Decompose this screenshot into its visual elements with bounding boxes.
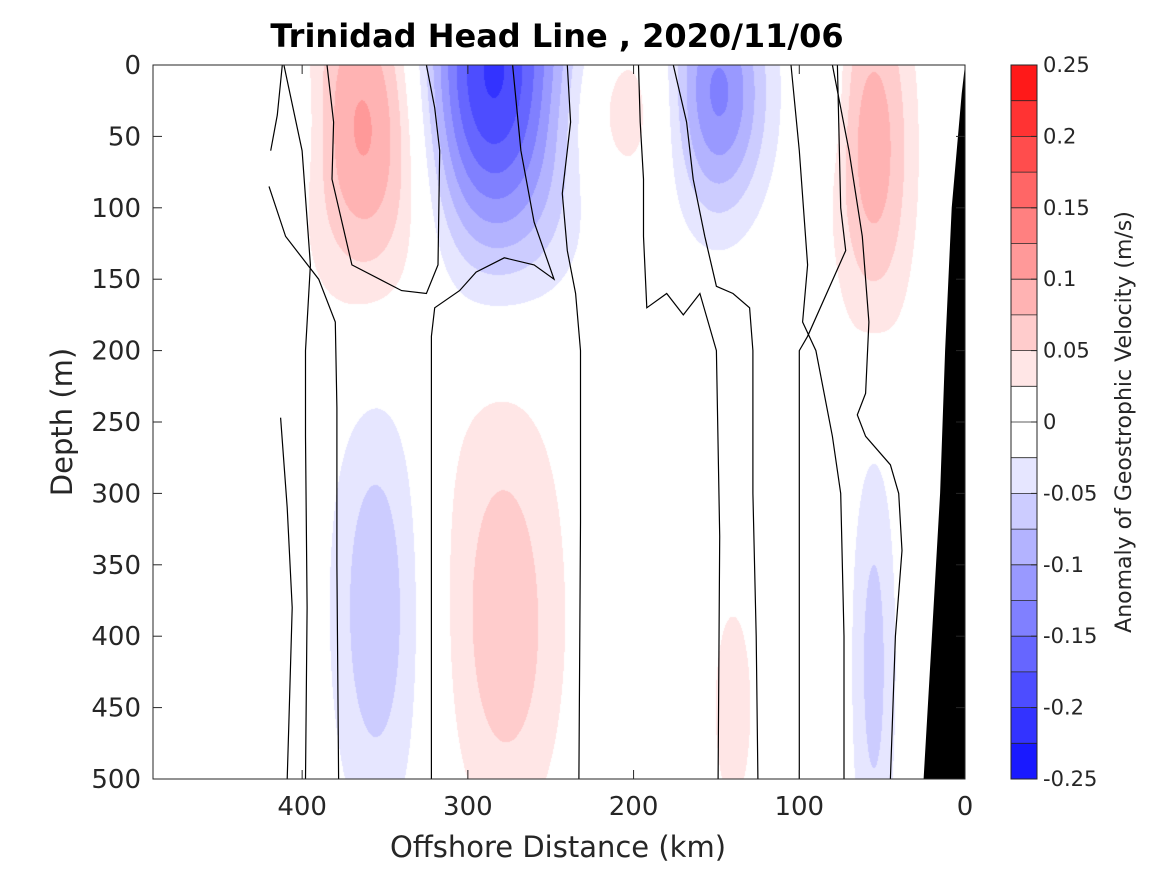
x-tick-label: 0: [957, 792, 974, 822]
colorbar-swatch: [1011, 707, 1037, 744]
colorbar-swatch: [1011, 457, 1037, 494]
y-tick-label: 200: [91, 337, 141, 367]
y-tick-label: 0: [124, 51, 141, 81]
colorbar-tick-label: 0.1: [1043, 267, 1076, 291]
zero-contour-line: [561, 64, 582, 780]
colorbar-swatch: [1011, 136, 1037, 173]
colorbar-tick-label: 0.2: [1043, 124, 1076, 148]
zero-contour-line: [326, 64, 441, 295]
colorbar-swatch: [1011, 422, 1037, 459]
y-tick-label: 500: [91, 765, 141, 795]
y-tick-label: 100: [91, 194, 141, 224]
zero-contour-line: [637, 64, 721, 780]
colorbar-swatch: [1011, 636, 1037, 673]
colorbar-swatch: [1011, 600, 1037, 637]
colorbar-swatch: [1011, 65, 1037, 102]
colorbar-swatch: [1011, 172, 1037, 209]
seafloor-land-mask: [923, 65, 965, 779]
plot-area: [152, 64, 966, 780]
x-tick-label: 400: [277, 792, 327, 822]
x-axis-ticks: 400 300 200 100 0: [277, 65, 973, 822]
colorbar-swatch: [1011, 529, 1037, 566]
y-axis-label: Depth (m): [45, 348, 79, 496]
y-tick-label: 350: [91, 551, 141, 581]
zero-contour-line: [430, 64, 556, 779]
colorbar-swatch: [1011, 314, 1037, 352]
colorbar: 0.25 0.2 0.15 0.1 0.05 0 -0.05 -0.1 -0.15 -0.2 -0.…: [1010, 53, 1097, 791]
zero-contour-line: [270, 64, 283, 151]
colorbar-swatch: [1011, 743, 1037, 780]
colorbar-swatch: [1011, 207, 1037, 244]
colorbar-swatch: [1011, 564, 1037, 601]
x-tick-label: 100: [774, 792, 824, 822]
colorbar-tick-label: -0.15: [1043, 624, 1097, 648]
zero-contour-line: [798, 64, 847, 779]
colorbar-swatch: [1011, 671, 1037, 709]
colorbar-swatch: [1011, 243, 1037, 280]
zero-contour-line: [790, 64, 845, 779]
colorbar-tick-label: -0.05: [1043, 481, 1097, 505]
x-axis-label: Offshore Distance (km): [390, 830, 726, 864]
colorbar-swatch: [1011, 100, 1037, 137]
y-tick-label: 50: [108, 122, 141, 152]
y-axis-ticks: 0 50 100 150 200 250 300 350 400 450 500: [91, 51, 965, 795]
zero-contour-line: [831, 64, 903, 780]
colorbar-swatch: [1011, 279, 1037, 316]
y-tick-label: 450: [91, 694, 141, 724]
y-tick-label: 250: [91, 408, 141, 438]
colorbar-tick-label: 0: [1043, 410, 1056, 434]
chart-title: Trinidad Head Line , 2020/11/06: [270, 17, 843, 55]
colorbar-swatch: [1011, 386, 1037, 423]
colorbar-swatch: [1011, 350, 1037, 387]
colorbar-tick-label: -0.2: [1043, 696, 1084, 720]
zero-contour-line: [268, 186, 340, 780]
zero-contour-line: [672, 64, 759, 780]
y-tick-label: 150: [91, 265, 141, 295]
zero-contour-layer: [268, 64, 903, 780]
colorbar-tick-label: 0.05: [1043, 339, 1090, 363]
colorbar-tick-label: 0.15: [1043, 196, 1090, 220]
velocity-anomaly-field: [153, 65, 965, 779]
y-tick-label: 300: [91, 479, 141, 509]
colorbar-tick-label: 0.25: [1043, 53, 1090, 77]
colorbar-label: Anomaly of Geostrophic Velocity (m/s): [1112, 211, 1137, 633]
x-tick-label: 200: [609, 792, 659, 822]
colorbar-tick-label: -0.25: [1043, 767, 1097, 791]
y-tick-label: 400: [91, 622, 141, 652]
colorbar-swatch: [1011, 493, 1037, 530]
x-tick-label: 300: [443, 792, 493, 822]
zero-contour-line: [283, 64, 312, 780]
zero-contour-line: [280, 417, 293, 780]
colorbar-tick-label: -0.1: [1043, 553, 1084, 577]
